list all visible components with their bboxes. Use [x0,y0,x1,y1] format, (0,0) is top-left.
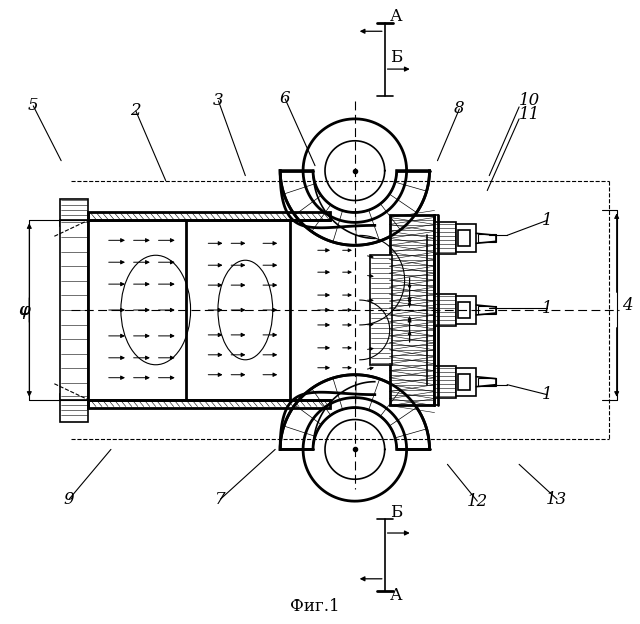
Text: 9: 9 [64,490,74,508]
Bar [478,378,496,386]
Bar [390,215,435,404]
Text: Б: Б [390,504,402,520]
Bar [458,230,470,246]
Bar [88,399,330,407]
Bar [435,366,456,397]
Bar [478,306,496,314]
Text: 2: 2 [131,102,141,119]
Text: 1: 1 [541,386,552,403]
Text: 1: 1 [541,212,552,229]
Bar [456,225,476,252]
Text: 12: 12 [467,493,488,510]
Bar [435,294,456,326]
Text: Б: Б [390,49,402,66]
Bar [60,220,88,399]
Text: 7: 7 [215,490,226,508]
Bar [478,235,496,242]
Bar [458,302,470,318]
Bar [458,374,470,389]
Bar [88,212,330,220]
Bar [60,198,88,227]
Bar [456,368,476,396]
Text: 11: 11 [519,106,540,124]
Text: 5: 5 [28,97,38,114]
Text: 1: 1 [541,300,552,316]
Bar [456,296,476,324]
Bar [370,255,392,365]
Text: Фиг.1: Фиг.1 [290,598,340,615]
Text: φ: φ [19,303,29,317]
Text: 10: 10 [519,92,540,109]
Text: А: А [390,587,403,604]
Text: 8: 8 [454,100,465,117]
Bar [60,394,88,421]
Text: А: А [390,8,403,25]
Text: 13: 13 [547,490,568,508]
Text: 6: 6 [280,90,291,107]
Text: φ: φ [19,301,30,318]
Text: 4: 4 [621,296,632,313]
Text: 3: 3 [213,92,224,109]
Bar [435,222,456,254]
